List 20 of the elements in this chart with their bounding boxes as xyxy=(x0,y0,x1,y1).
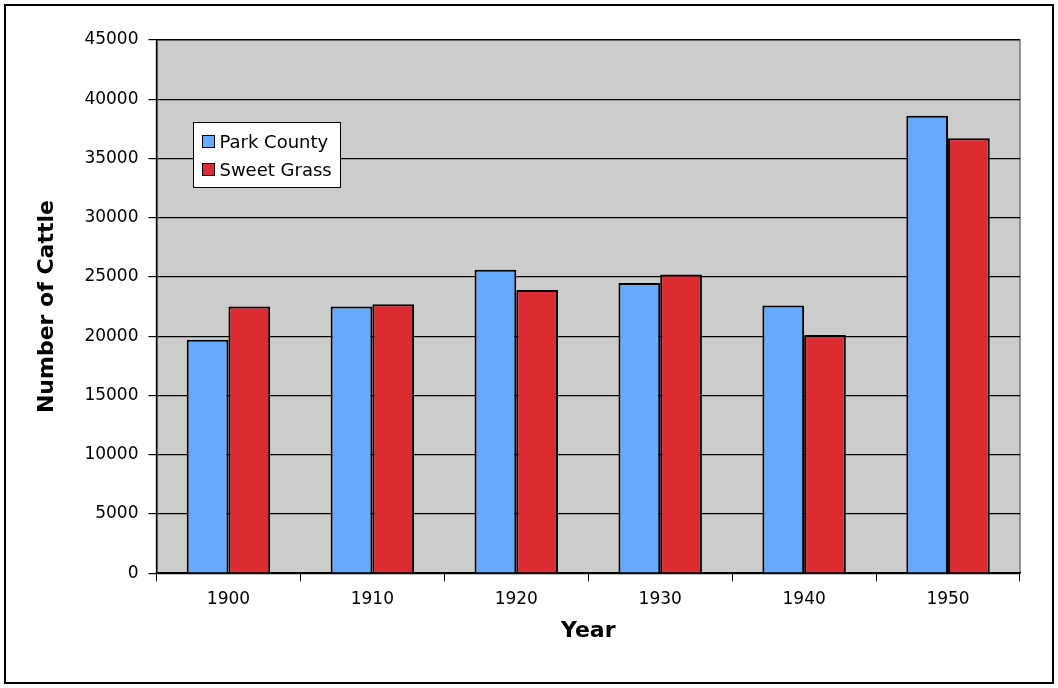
x-tick-label: 1900 xyxy=(206,587,251,608)
y-tick-label: 15000 xyxy=(84,383,139,404)
x-tick-label: 1930 xyxy=(638,587,682,608)
y-tick-label: 0 xyxy=(127,561,139,582)
x-tick-label: 1950 xyxy=(926,587,970,608)
legend-label: Sweet Grass xyxy=(219,158,332,180)
x-axis-title: Year xyxy=(559,616,616,642)
y-tick-label: 30000 xyxy=(84,206,139,227)
y-tick-label: 45000 xyxy=(84,28,139,49)
y-tick-label: 40000 xyxy=(84,87,139,108)
x-tick-label: 1920 xyxy=(494,587,538,608)
y-tick-label: 5000 xyxy=(95,502,139,523)
x-tick-label: 1940 xyxy=(782,587,826,608)
y-tick-label: 10000 xyxy=(84,443,139,464)
y-tick-label: 25000 xyxy=(84,265,139,286)
y-axis-title: Number of Cattle xyxy=(32,200,58,414)
y-tick-label: 20000 xyxy=(84,324,139,345)
x-tick-label: 1910 xyxy=(350,587,394,608)
legend-label: Park County xyxy=(219,130,329,152)
y-tick-label: 35000 xyxy=(84,146,139,167)
